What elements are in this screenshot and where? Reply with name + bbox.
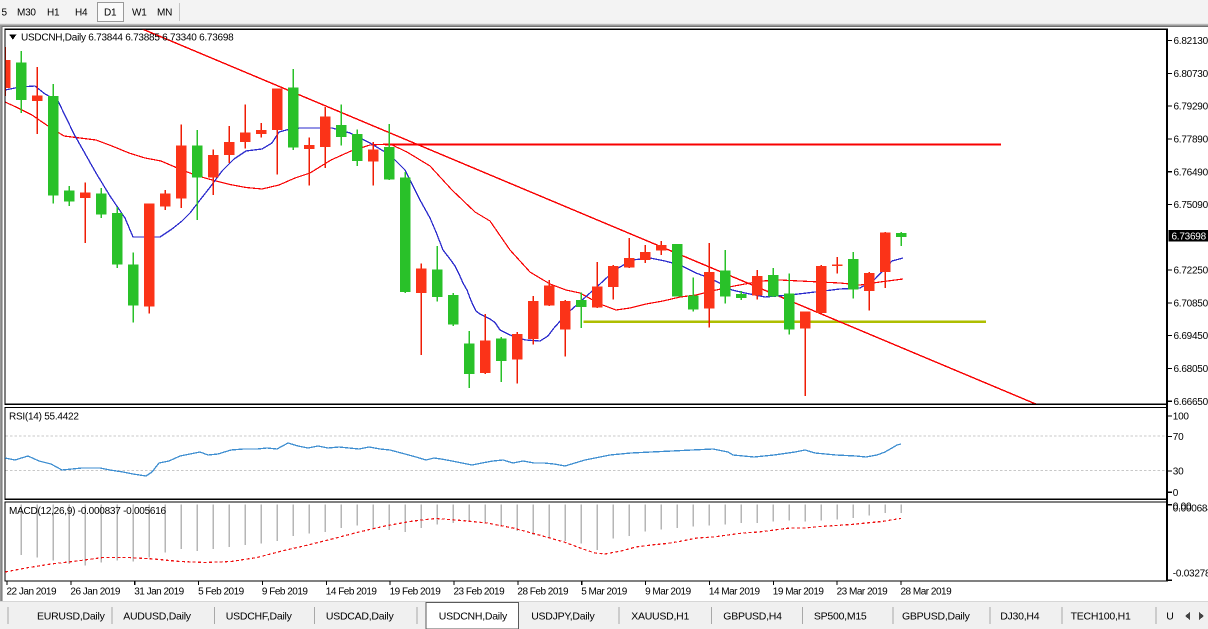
svg-text:14 Feb 2019: 14 Feb 2019 bbox=[326, 587, 378, 598]
svg-text:W1: W1 bbox=[132, 7, 147, 18]
svg-text:H4: H4 bbox=[75, 7, 88, 18]
svg-text:6.80730: 6.80730 bbox=[1174, 69, 1208, 80]
svg-text:EURUSD,Daily: EURUSD,Daily bbox=[37, 611, 106, 623]
svg-text:28 Feb 2019: 28 Feb 2019 bbox=[517, 587, 569, 598]
svg-text:19 Mar 2019: 19 Mar 2019 bbox=[773, 587, 825, 598]
svg-text:USDCNH,Daily: USDCNH,Daily bbox=[439, 611, 508, 623]
svg-text:6.69450: 6.69450 bbox=[1174, 331, 1208, 342]
svg-text:100: 100 bbox=[1173, 411, 1190, 422]
svg-text:5: 5 bbox=[2, 7, 8, 18]
svg-text:0.000684: 0.000684 bbox=[1173, 504, 1208, 515]
svg-text:XAUUSD,H1: XAUUSD,H1 bbox=[631, 611, 689, 623]
svg-text:6.72250: 6.72250 bbox=[1174, 266, 1208, 277]
svg-text:9 Feb 2019: 9 Feb 2019 bbox=[262, 587, 309, 598]
svg-text:U: U bbox=[1166, 611, 1173, 623]
svg-text:USDJPY,Daily: USDJPY,Daily bbox=[531, 611, 595, 623]
svg-text:23 Mar 2019: 23 Mar 2019 bbox=[837, 587, 889, 598]
svg-text:5 Feb 2019: 5 Feb 2019 bbox=[198, 587, 245, 598]
svg-text:6.70850: 6.70850 bbox=[1174, 299, 1208, 310]
svg-text:GBPUSD,Daily: GBPUSD,Daily bbox=[902, 611, 971, 623]
svg-text:DJ30,H4: DJ30,H4 bbox=[1000, 611, 1040, 623]
svg-text:22 Jan 2019: 22 Jan 2019 bbox=[7, 587, 57, 598]
svg-text:6.76490: 6.76490 bbox=[1174, 167, 1208, 178]
svg-text:-0.03278: -0.03278 bbox=[1173, 569, 1208, 580]
svg-text:14 Mar 2019: 14 Mar 2019 bbox=[709, 587, 761, 598]
svg-text:MN: MN bbox=[157, 7, 172, 18]
svg-text:28 Mar 2019: 28 Mar 2019 bbox=[901, 587, 953, 598]
svg-text:30: 30 bbox=[1173, 466, 1184, 477]
svg-text:23 Feb 2019: 23 Feb 2019 bbox=[454, 587, 506, 598]
svg-text:TECH100,H1: TECH100,H1 bbox=[1071, 611, 1131, 623]
svg-text:6.68050: 6.68050 bbox=[1174, 364, 1208, 375]
svg-text:GBPUSD,H4: GBPUSD,H4 bbox=[723, 611, 782, 623]
svg-text:31 Jan 2019: 31 Jan 2019 bbox=[134, 587, 184, 598]
svg-text:M30: M30 bbox=[17, 7, 36, 18]
svg-text:MACD(12,26,9) -0.000837 -0.005: MACD(12,26,9) -0.000837 -0.005616 bbox=[9, 506, 167, 517]
svg-text:0.00: 0.00 bbox=[1173, 501, 1192, 512]
svg-text:H1: H1 bbox=[47, 7, 60, 18]
svg-text:19 Feb 2019: 19 Feb 2019 bbox=[390, 587, 442, 598]
svg-text:6.77890: 6.77890 bbox=[1174, 135, 1208, 146]
svg-text:6.75090: 6.75090 bbox=[1174, 200, 1208, 211]
svg-text:USDCHF,Daily: USDCHF,Daily bbox=[226, 611, 293, 623]
svg-text:6.73698: 6.73698 bbox=[1172, 231, 1207, 242]
svg-text:26 Jan 2019: 26 Jan 2019 bbox=[70, 587, 120, 598]
svg-text:70: 70 bbox=[1173, 432, 1184, 443]
svg-text:6.79290: 6.79290 bbox=[1174, 102, 1208, 113]
svg-text:AUDUSD,Daily: AUDUSD,Daily bbox=[123, 611, 192, 623]
svg-text:USDCNH,Daily 6.73844 6.73885: USDCNH,Daily 6.73844 6.73885 6.73340 6.7… bbox=[21, 32, 234, 43]
svg-text:5 Mar 2019: 5 Mar 2019 bbox=[581, 587, 628, 598]
svg-text:RSI(14) 55.4422: RSI(14) 55.4422 bbox=[9, 411, 79, 422]
svg-text:0: 0 bbox=[1173, 488, 1179, 499]
svg-text:D1: D1 bbox=[104, 7, 117, 18]
svg-text:6.66650: 6.66650 bbox=[1174, 397, 1208, 408]
svg-text:9 Mar 2019: 9 Mar 2019 bbox=[645, 587, 692, 598]
svg-text:6.82130: 6.82130 bbox=[1174, 36, 1208, 47]
svg-text:USDCAD,Daily: USDCAD,Daily bbox=[326, 611, 395, 623]
svg-text:SP500,M15: SP500,M15 bbox=[814, 611, 867, 623]
